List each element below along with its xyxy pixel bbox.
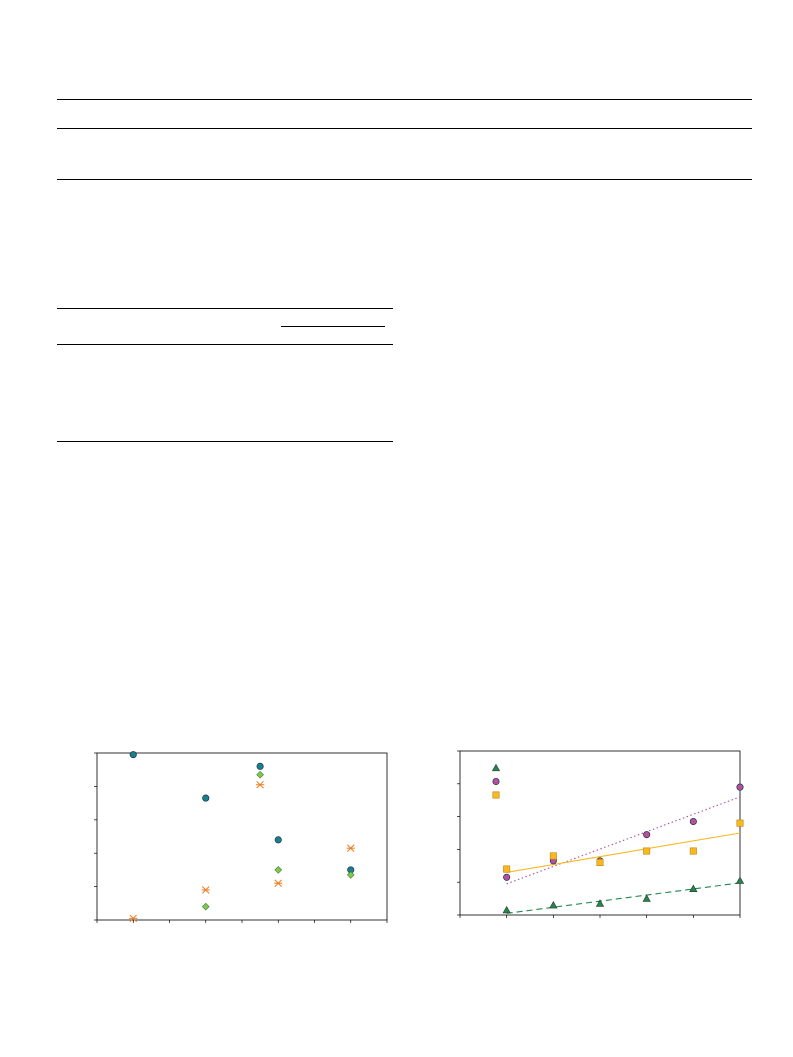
point-series-1-2: [202, 794, 210, 802]
table1-bottom-rule: [57, 179, 752, 180]
point-series-1-5: [689, 884, 698, 892]
point-series-3-3: [274, 866, 283, 874]
point-series-1-6: [735, 876, 745, 884]
table2-group-rule: [281, 326, 385, 327]
fit-line-series-2: [506, 796, 741, 885]
table1-top-rule: [57, 99, 752, 100]
point-series-2-4: [643, 831, 651, 839]
point-series-2-4: [274, 879, 283, 888]
plot-frame: [459, 750, 741, 916]
scatter-plot-left: [94, 751, 388, 923]
point-series-3-1: [503, 865, 511, 873]
point-series-1-2: [549, 900, 558, 909]
point-series-3-5: [689, 847, 697, 855]
point-series-2-1: [503, 873, 511, 881]
scatter-plot-right: [457, 750, 745, 918]
table2-bottom-rule: [57, 441, 393, 442]
point-series-2-5: [689, 817, 697, 826]
point-series-2-5: [346, 844, 355, 852]
plot-frame: [96, 752, 388, 921]
point-series-3-2: [549, 852, 557, 860]
point-series-1-1: [129, 751, 137, 759]
point-series-2-2: [201, 886, 210, 894]
table1-header-rule: [57, 128, 752, 129]
point-series-3-4: [643, 847, 651, 855]
point-series-1-4: [274, 836, 282, 844]
legend-marker-3: [492, 791, 500, 799]
table2-top-rule: [57, 308, 393, 309]
legend-marker-2: [492, 777, 500, 786]
fit-line-series-3: [506, 832, 741, 873]
point-series-1-4: [642, 894, 651, 902]
table2-header-rule: [57, 344, 393, 345]
point-series-2-3: [256, 780, 265, 789]
point-series-1-3: [256, 762, 264, 770]
legend-marker-1: [491, 763, 501, 772]
point-series-1-1: [502, 905, 511, 914]
fit-line-series-1: [506, 882, 741, 914]
point-series-3-6: [736, 819, 744, 827]
point-series-1-3: [595, 899, 605, 907]
point-series-3-1: [201, 902, 210, 911]
point-series-3-2: [256, 770, 264, 779]
point-series-3-4: [346, 871, 355, 879]
point-series-3-3: [596, 859, 604, 867]
point-series-2-1: [129, 914, 138, 923]
point-series-2-6: [736, 783, 744, 791]
